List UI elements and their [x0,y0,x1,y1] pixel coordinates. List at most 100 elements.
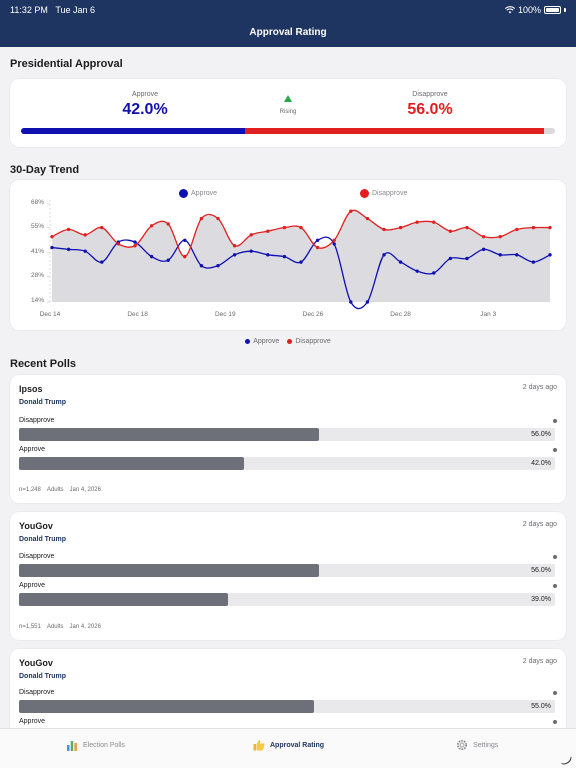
data-point-disapprove[interactable] [66,227,71,232]
tab-settings[interactable]: Settings [456,739,498,751]
data-point-approve[interactable] [50,245,54,250]
data-point-approve[interactable] [465,256,469,261]
poll-row-indicator-dot [553,691,557,695]
legend-bottom-approve: Approve [245,338,279,345]
tab-election-polls-label: Election Polls [83,741,126,749]
legend-top-disapprove: Disapprove [360,189,407,198]
data-point-approve[interactable] [249,249,253,253]
data-point-disapprove[interactable] [282,225,287,230]
data-point-approve[interactable] [548,253,552,257]
x-tick-label: Jan 3 [480,311,497,318]
approval-split-bar [21,128,555,134]
data-point-disapprove[interactable] [415,220,419,224]
data-point-disapprove[interactable] [199,216,204,221]
poll-row-label: Approve [19,446,46,453]
data-point-disapprove[interactable] [315,245,320,250]
data-point-approve[interactable] [149,254,154,259]
data-point-approve[interactable] [515,253,519,257]
data-point-disapprove[interactable] [149,224,154,228]
data-point-disapprove[interactable] [398,225,403,230]
poll-result-fill [19,700,314,713]
data-point-approve[interactable] [299,260,303,264]
data-point-approve[interactable] [365,300,370,304]
data-point-approve[interactable] [448,256,453,261]
data-point-approve[interactable] [332,242,336,246]
poll-card[interactable]: Ipsos 2 days ago Donald Trump Disapprove… [10,375,566,503]
data-point-approve[interactable] [315,238,320,242]
data-point-approve[interactable] [216,264,220,268]
status-time: 11:32 PM Tue Jan 6 [10,5,95,15]
data-point-disapprove[interactable] [100,225,104,230]
data-point-approve[interactable] [398,260,403,264]
poll-row-indicator-dot [553,720,557,724]
data-point-disapprove[interactable] [432,220,436,224]
data-point-approve[interactable] [83,249,87,253]
data-point-approve[interactable] [232,253,237,257]
approve-label: Approve [131,91,159,98]
data-point-disapprove[interactable] [183,254,187,259]
data-point-approve[interactable] [266,253,270,257]
poll-sample: n=1,248 [19,487,41,493]
bar-chart-icon [67,741,77,751]
data-point-approve[interactable] [349,300,353,304]
section-title-trend: 30-Day Trend [10,164,80,176]
poll-meta: n=1,248 Adults Jan 4, 2026 [19,487,101,493]
data-point-approve[interactable] [531,260,536,264]
data-point-approve[interactable] [432,271,436,275]
poll-row-indicator-dot [553,419,557,423]
poll-result-bar: 56.0% [19,428,555,441]
data-point-approve[interactable] [382,253,386,257]
data-point-disapprove[interactable] [332,238,336,242]
data-point-disapprove[interactable] [481,234,486,239]
data-point-approve[interactable] [282,254,287,259]
poll-sample: n=1,551 [19,624,41,630]
data-point-disapprove[interactable] [531,225,536,230]
data-point-approve[interactable] [183,238,187,242]
poll-card[interactable]: YouGov 2 days ago Donald Trump Disapprov… [10,512,566,640]
data-point-approve[interactable] [481,247,486,252]
data-point-disapprove[interactable] [266,229,270,233]
poll-meta: n=1,551 Adults Jan 4, 2026 [19,624,101,630]
data-point-disapprove[interactable] [216,216,220,221]
poll-date: Jan 4, 2026 [69,487,101,493]
top-bar: 11:32 PM Tue Jan 6 100% Approval Rating [0,0,576,47]
data-point-disapprove[interactable] [166,222,170,226]
data-point-disapprove[interactable] [83,233,87,237]
data-point-disapprove[interactable] [515,227,519,232]
data-point-approve[interactable] [415,269,419,273]
trend-chart-card: Approve Disapprove 68% 55% 41% 28% 14% Dec 1… [10,180,566,330]
data-point-disapprove[interactable] [448,229,453,233]
poll-candidate: Donald Trump [19,536,67,543]
poll-candidate: Donald Trump [19,399,67,406]
data-point-disapprove[interactable] [232,244,237,248]
data-point-disapprove[interactable] [116,242,121,246]
data-point-disapprove[interactable] [498,234,502,239]
data-point-disapprove[interactable] [349,209,353,213]
data-point-disapprove[interactable] [50,234,54,239]
data-point-disapprove[interactable] [465,225,469,230]
poll-row-indicator-dot [553,555,557,559]
data-point-disapprove[interactable] [249,233,253,237]
tab-approval-rating[interactable]: Approval Rating [253,739,324,751]
data-point-disapprove[interactable] [548,225,552,230]
x-tick-label: Dec 19 [214,311,236,318]
poll-result-value: 55.0% [531,703,551,710]
battery-tip [564,8,566,12]
data-point-disapprove[interactable] [382,227,386,232]
data-point-approve[interactable] [66,247,71,252]
poll-row-label: Approve [19,718,46,725]
data-point-disapprove[interactable] [299,225,303,230]
data-point-approve[interactable] [199,264,204,268]
data-point-approve[interactable] [100,260,104,264]
poll-pollster: Ipsos [19,384,43,394]
tab-election-polls[interactable]: Election Polls [66,739,125,751]
data-point-approve[interactable] [133,240,137,244]
x-tick-label: Dec 26 [302,311,324,318]
data-point-approve[interactable] [166,258,170,262]
x-tick-label: Dec 14 [39,311,61,318]
data-point-approve[interactable] [498,253,502,257]
data-point-disapprove[interactable] [365,216,370,221]
data-point-disapprove[interactable] [133,244,137,248]
battery-percent: 100% [517,5,541,15]
poll-result-bar: 56.0% [19,564,555,577]
